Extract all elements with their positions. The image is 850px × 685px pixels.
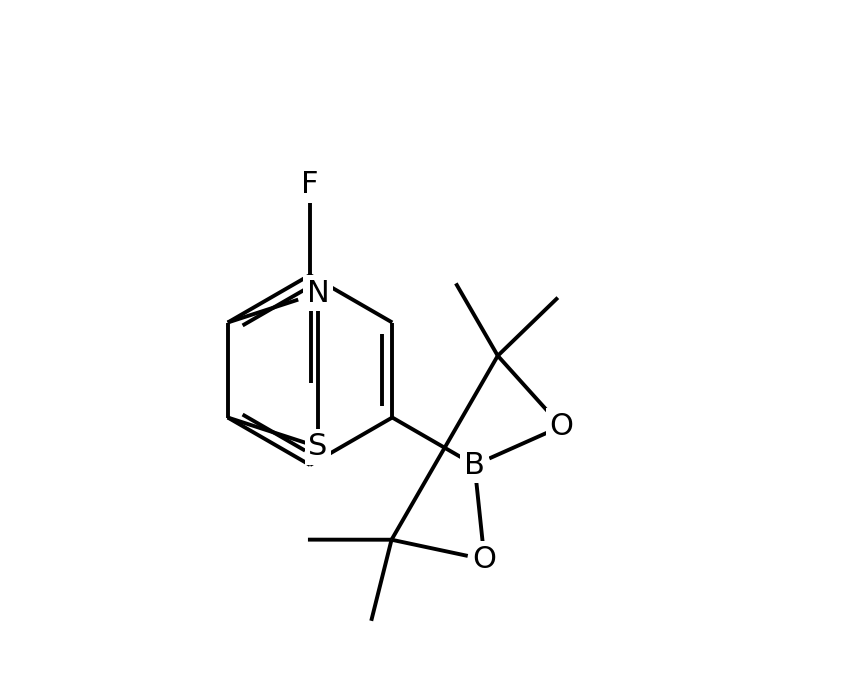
- Text: O: O: [473, 545, 496, 574]
- Text: O: O: [549, 412, 574, 441]
- Text: B: B: [464, 451, 485, 479]
- Text: F: F: [301, 171, 319, 199]
- Text: S: S: [309, 432, 328, 462]
- Text: N: N: [307, 279, 330, 308]
